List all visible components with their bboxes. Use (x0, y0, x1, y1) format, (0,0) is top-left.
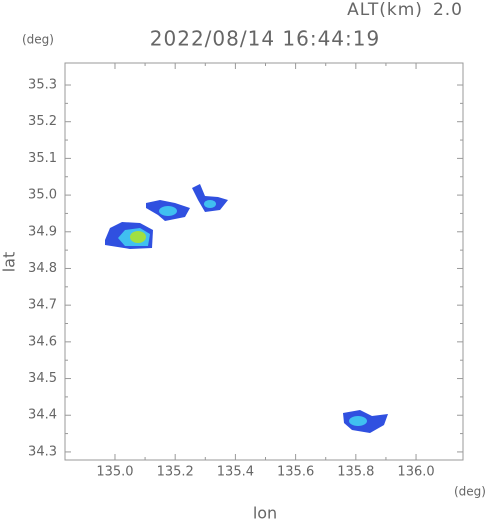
x-tick-label: 135.4 (217, 465, 254, 480)
x-tick-label: 135.6 (277, 465, 314, 480)
x-tick-label: 135.2 (157, 465, 194, 480)
echo (192, 184, 228, 212)
y-tick-label: 34.3 (28, 444, 57, 459)
x-tick-label: 136.0 (397, 465, 434, 480)
y-tick-label: 35.1 (28, 151, 57, 166)
echo (204, 200, 216, 208)
y-axis-label: lat (0, 252, 19, 273)
altitude-label: ALT(km) 2.0 (347, 0, 463, 20)
y-tick-label: 35.0 (28, 188, 57, 203)
y-tick-label: 34.5 (28, 371, 57, 386)
y-tick-label: 34.6 (28, 334, 57, 349)
x-unit: (deg) (454, 485, 486, 499)
y-tick-label: 34.7 (28, 298, 57, 313)
y-tick-label: 34.8 (28, 261, 57, 276)
frame (64, 62, 464, 461)
y-tick-label: 35.2 (28, 114, 57, 129)
alt-label: ALT(km) (347, 0, 423, 20)
x-tick-label: 135.0 (96, 465, 133, 480)
alt-value: 2.0 (433, 0, 463, 20)
echo (159, 206, 177, 216)
y-tick-label: 34.4 (28, 408, 57, 423)
echoes (105, 184, 388, 433)
x-tick-label: 135.8 (337, 465, 374, 480)
y-tick-label: 35.3 (28, 78, 57, 93)
echo (349, 416, 367, 426)
y-unit: (deg) (22, 33, 54, 47)
timestamp: 2022/08/14 16:44:19 (150, 27, 380, 51)
x-axis-label: lon (253, 504, 277, 521)
echo (130, 231, 146, 243)
plot-frame (64, 62, 464, 461)
y-tick-label: 34.9 (28, 224, 57, 239)
